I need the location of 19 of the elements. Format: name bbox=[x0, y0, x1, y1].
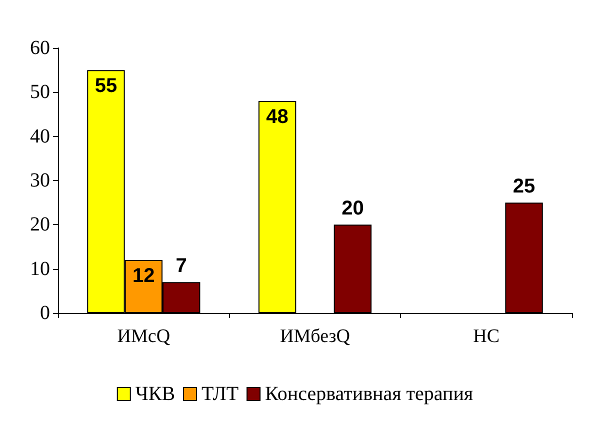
data-label: 48 bbox=[266, 106, 288, 128]
y-tick-label: 60 bbox=[30, 37, 50, 59]
data-label: 55 bbox=[94, 75, 118, 98]
data-label: 20 bbox=[342, 198, 364, 220]
x-tick-label: ИМбезQ bbox=[280, 326, 350, 347]
x-tick-label: НС bbox=[473, 326, 500, 347]
y-tick-label: 30 bbox=[30, 170, 50, 192]
data-label: 7 bbox=[176, 255, 187, 278]
y-tick-label: 50 bbox=[30, 81, 50, 104]
y-tick-label: 0 bbox=[40, 302, 50, 324]
legend-label: Консервативная терапия bbox=[265, 383, 474, 405]
x-tick-label: ИМсQ bbox=[117, 326, 170, 347]
y-tick-label: 10 bbox=[30, 258, 50, 280]
y-tick-label: 40 bbox=[30, 125, 50, 148]
y-tick-label: 20 bbox=[30, 214, 50, 236]
data-label: 25 bbox=[512, 176, 536, 198]
legend-label: ТЛТ bbox=[202, 383, 239, 405]
data-label: 12 bbox=[132, 265, 155, 287]
legend-label: ЧКВ bbox=[135, 383, 176, 405]
